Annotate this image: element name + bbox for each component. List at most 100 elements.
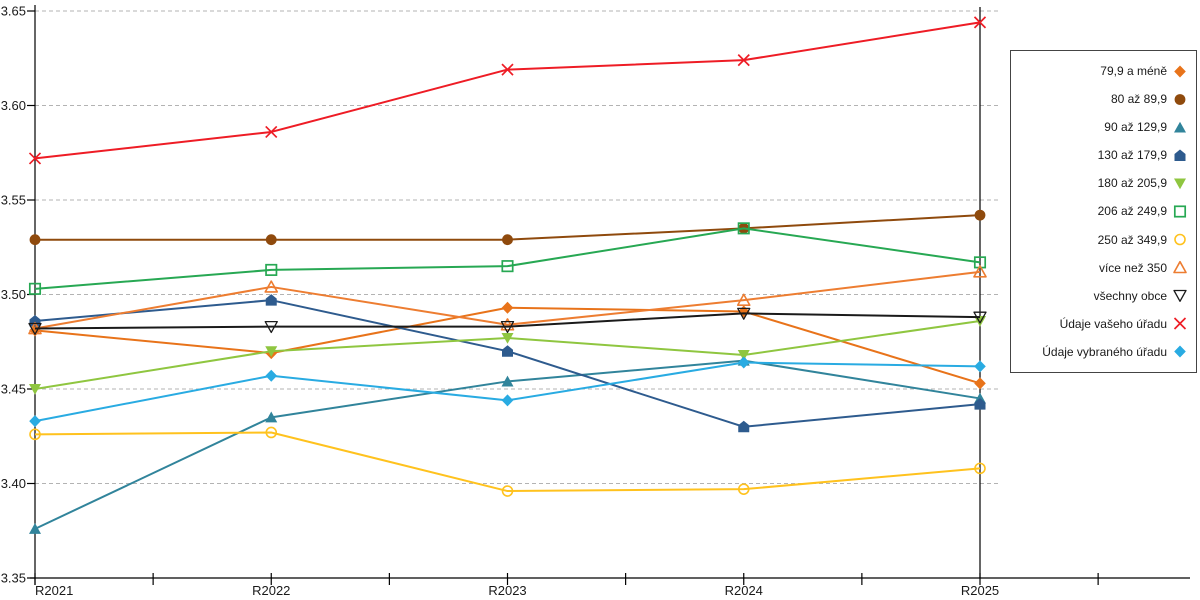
square-open-icon: [265, 263, 278, 276]
legend-item: 180 až 205,9: [1015, 176, 1188, 191]
x-mark-icon: [501, 63, 514, 76]
legend-item: 90 až 129,9: [1015, 120, 1188, 135]
series-line: [34, 227, 981, 290]
triangle-up-open-icon: [500, 318, 515, 331]
triangle-up-filled-icon: [29, 523, 41, 534]
legend-marker-icon: [1174, 345, 1186, 358]
diamond-filled-icon: [1174, 65, 1186, 78]
triangle-up-filled-icon: [501, 375, 514, 387]
y-tick-label: 3.50: [1, 287, 26, 302]
triangle-down-open-icon: [264, 320, 278, 334]
circle-open-icon: [1174, 233, 1186, 246]
gridlines: [35, 10, 1000, 484]
pentagon-filled-icon: [502, 345, 513, 357]
x-mark-icon: [265, 125, 278, 139]
x-mark-icon: [737, 54, 750, 67]
legend-marker-icon: [1173, 205, 1187, 218]
diamond-filled-icon: [974, 360, 986, 373]
legend-item: 206 až 249,9: [1015, 204, 1188, 219]
y-tick-label: 3.35: [1, 571, 26, 586]
legend-item: více než 350: [1015, 260, 1188, 275]
series-1: [29, 209, 986, 246]
series-8: [28, 307, 987, 335]
y-tick-label: 3.45: [1, 382, 26, 397]
x-tick-label: R2022: [252, 583, 290, 598]
triangle-up-open-icon: [1173, 260, 1187, 274]
x-mark-icon: [28, 152, 42, 165]
triangle-down-open-icon: [737, 307, 751, 320]
legend-item-label: Údaje vybraného úřadu: [1042, 344, 1167, 359]
triangle-down-open-icon: [973, 311, 987, 324]
series-line: [34, 21, 981, 160]
series-5: [28, 222, 987, 295]
triangle-down-filled-icon: [1174, 178, 1186, 190]
legend-item-label: 180 až 205,9: [1097, 176, 1167, 191]
y-tick-label: 3.40: [1, 476, 26, 491]
legend-item: 80 až 89,9: [1015, 92, 1188, 107]
series-3: [29, 294, 986, 433]
triangle-down-filled-icon: [737, 349, 750, 361]
y-tick-label: 3.65: [1, 4, 26, 19]
square-open-icon: [1173, 205, 1187, 218]
triangle-down-filled-icon: [29, 384, 41, 395]
series-6: [29, 426, 986, 497]
legend: 79,9 a méně 80 až 89,9 90 až 129,9 130 až 1…: [1010, 50, 1197, 373]
legend-marker-icon: [1174, 93, 1186, 105]
diamond-filled-icon: [974, 377, 986, 390]
legend-item-label: Údaje vašeho úřadu: [1059, 316, 1167, 331]
series-9: [28, 16, 987, 165]
legend-marker-icon: [1174, 65, 1186, 78]
triangle-down-filled-icon: [265, 346, 278, 357]
circle-open-icon: [974, 462, 986, 475]
legend-marker-icon: [1174, 149, 1186, 161]
circle-open-icon: [737, 483, 750, 495]
legend-marker-icon: [1174, 233, 1186, 246]
legend-item: 250 až 349,9: [1015, 232, 1188, 247]
diamond-filled-icon: [265, 369, 278, 382]
series-line: [34, 270, 981, 330]
x-mark-icon: [973, 16, 987, 29]
x-tick-label: R2025: [961, 583, 999, 598]
x-tick-label: R2023: [488, 583, 526, 598]
square-open-icon: [501, 260, 514, 273]
x-tick-label: R2021: [35, 583, 73, 598]
circle-filled-icon: [1174, 93, 1186, 105]
square-open-icon: [28, 282, 42, 295]
triangle-down-open-icon: [28, 322, 42, 335]
pentagon-filled-icon: [738, 420, 750, 433]
legend-marker-icon: [1173, 290, 1187, 303]
legend-item: Údaje vašeho úřadu: [1015, 316, 1188, 331]
pentagon-filled-icon: [974, 398, 986, 410]
legend-item: 130 až 179,9: [1015, 148, 1188, 163]
series-line: [34, 312, 981, 330]
diamond-filled-icon: [1174, 345, 1186, 358]
pentagon-filled-icon: [29, 314, 41, 327]
triangle-up-filled-icon: [265, 411, 278, 423]
legend-item-label: 90 až 129,9: [1104, 120, 1167, 135]
pentagon-filled-icon: [1174, 149, 1186, 161]
y-tick-label: 3.60: [1, 98, 26, 113]
circle-filled-icon: [265, 234, 277, 246]
triangle-up-open-icon: [264, 280, 279, 293]
diamond-filled-icon: [501, 394, 514, 407]
series-4: [29, 315, 986, 395]
pentagon-filled-icon: [265, 294, 277, 306]
axes: 3.65 3.60 3.55 3.50 3.45 3.40 3.35 R2021 R2022 R2…: [1, 4, 1190, 598]
square-open-icon: [737, 222, 750, 235]
diamond-filled-icon: [29, 415, 41, 428]
diamond-filled-icon: [501, 301, 514, 314]
triangle-down-open-icon: [1173, 290, 1187, 303]
legend-item-label: 130 až 179,9: [1097, 148, 1167, 163]
series-line: [34, 361, 981, 423]
legend-item: všechny obce: [1015, 288, 1188, 303]
circle-filled-icon: [29, 234, 41, 246]
legend-item-label: 79,9 a méně: [1100, 64, 1167, 79]
y-tick-label: 3.55: [1, 193, 26, 208]
diamond-filled-icon: [737, 356, 750, 369]
legend-item-label: 206 až 249,9: [1097, 204, 1167, 219]
series-7: [28, 265, 987, 335]
triangle-up-open-icon: [736, 293, 751, 306]
legend-item-label: více než 350: [1098, 260, 1167, 275]
